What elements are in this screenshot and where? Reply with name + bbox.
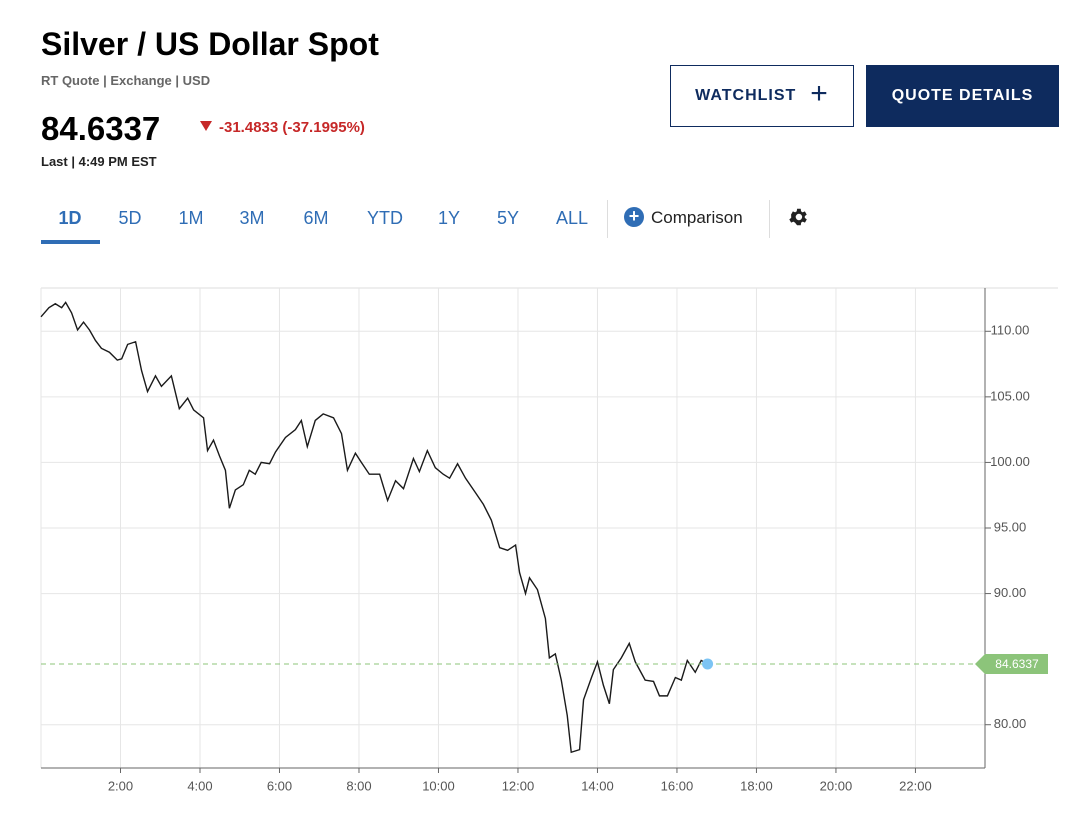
y-tick-label: 95.00 — [994, 519, 1027, 534]
x-tick-label: 22:00 — [899, 778, 932, 793]
price-line — [40, 301, 708, 754]
range-tab[interactable]: 5D — [118, 208, 142, 228]
y-tick-label: 90.00 — [994, 585, 1027, 600]
comparison-button[interactable]: Comparison — [651, 208, 743, 227]
x-tick-label: 6:00 — [267, 778, 292, 793]
x-tick-label: 20:00 — [820, 778, 853, 793]
range-tab[interactable]: 1Y — [437, 208, 461, 228]
last-value-label: 84.6337 — [995, 657, 1039, 671]
price: 84.6337 — [41, 110, 161, 147]
x-tick-label: 8:00 — [346, 778, 371, 793]
separator — [607, 200, 608, 238]
last-value-tag — [975, 653, 1048, 674]
range-tab[interactable]: 1M — [178, 208, 204, 228]
x-tick-label: 12:00 — [502, 778, 535, 793]
x-tick-label: 4:00 — [187, 778, 212, 793]
range-tab[interactable]: ALL — [555, 208, 589, 228]
last-point — [702, 658, 714, 670]
y-tick-label: 80.00 — [994, 716, 1027, 731]
range-tab[interactable]: YTD — [367, 208, 403, 228]
last-time: Last | 4:49 PM EST — [41, 154, 157, 169]
down-arrow — [200, 121, 212, 131]
range-tab[interactable]: 3M — [239, 208, 265, 228]
range-tab[interactable]: 6M — [303, 208, 329, 228]
x-tick-label: 14:00 — [581, 778, 614, 793]
x-tick-label: 2:00 — [108, 778, 133, 793]
x-tick-label: 10:00 — [422, 778, 455, 793]
separator — [769, 200, 770, 238]
active-tab-underline — [41, 240, 100, 244]
title: Silver / US Dollar Spot — [41, 26, 379, 62]
range-tab[interactable]: 5Y — [496, 208, 520, 228]
y-tick-label: 100.00 — [990, 454, 1030, 469]
x-tick-label: 16:00 — [661, 778, 694, 793]
comparison-icon[interactable]: + — [624, 207, 644, 227]
quote-details-button[interactable]: QUOTE DETAILS — [866, 65, 1059, 127]
watchlist-label[interactable]: WATCHLIST — [695, 87, 797, 104]
y-tick-label: 105.00 — [990, 388, 1030, 403]
price-change: -31.4833 (-37.1995%) — [219, 119, 365, 136]
x-tick-label: 18:00 — [740, 778, 773, 793]
watchlist-button[interactable]: WATCHLIST + — [670, 65, 854, 127]
quote-meta: RT Quote | Exchange | USD — [41, 73, 211, 88]
plus-icon[interactable]: + — [810, 77, 829, 110]
range-tab[interactable]: 1D — [58, 208, 82, 228]
y-tick-label: 110.00 — [991, 323, 1030, 338]
settings-icon[interactable] — [787, 206, 809, 228]
